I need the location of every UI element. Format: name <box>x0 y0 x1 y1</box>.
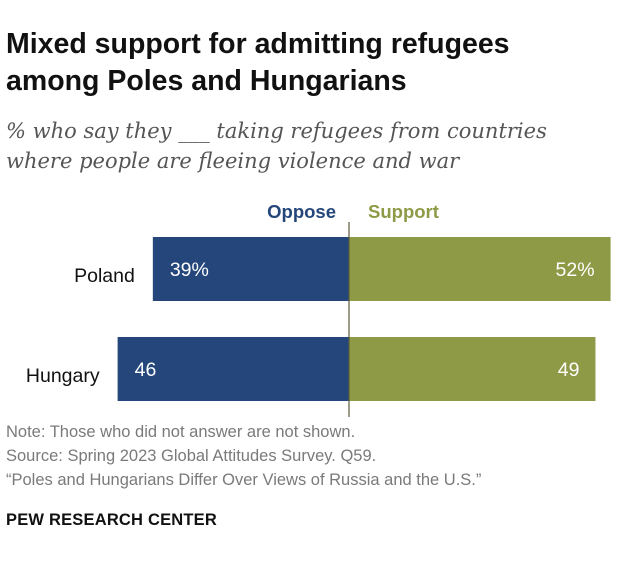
chart-title: Mixed support for admitting refugees amo… <box>6 26 606 100</box>
source-text: Source: Spring 2023 Global Attitudes Sur… <box>6 447 377 465</box>
subtitle-line-2: where people are fleeing violence and wa… <box>6 149 460 173</box>
diverging-bar-chart: Oppose Support Poland 39% 52% Hungary 46 49 <box>26 201 611 417</box>
title-line-2: among Poles and Hungarians <box>6 65 407 97</box>
legend-support: Support <box>368 201 439 222</box>
footnotes: Note: Those who did not answer are not s… <box>6 420 481 492</box>
report-title-text: “Poles and Hungarians Differ Over Views … <box>6 471 482 489</box>
note-text: Note: Those who did not answer are not s… <box>6 423 356 441</box>
bar-oppose-hungary <box>117 337 350 401</box>
pew-logo-text: PEW RESEARCH CENTER <box>6 511 217 529</box>
legend-oppose: Oppose <box>267 201 336 222</box>
title-line-1: Mixed support for admitting refugees <box>6 28 510 60</box>
value-label-support-poland: 52% <box>556 259 595 281</box>
bar-support-hungary <box>349 337 596 401</box>
bar-support-poland <box>349 237 611 301</box>
chart-subtitle: % who say they ___ taking refugees from … <box>6 116 606 176</box>
value-label-oppose-hungary: 46 <box>135 359 157 381</box>
subtitle-line-1: % who say they ___ taking refugees from … <box>6 119 547 143</box>
bar-oppose-poland <box>152 237 349 301</box>
category-label-hungary: Hungary <box>26 365 100 387</box>
value-label-oppose-poland: 39% <box>170 259 209 281</box>
value-label-support-hungary: 49 <box>558 359 580 381</box>
category-label-poland: Poland <box>74 265 135 287</box>
